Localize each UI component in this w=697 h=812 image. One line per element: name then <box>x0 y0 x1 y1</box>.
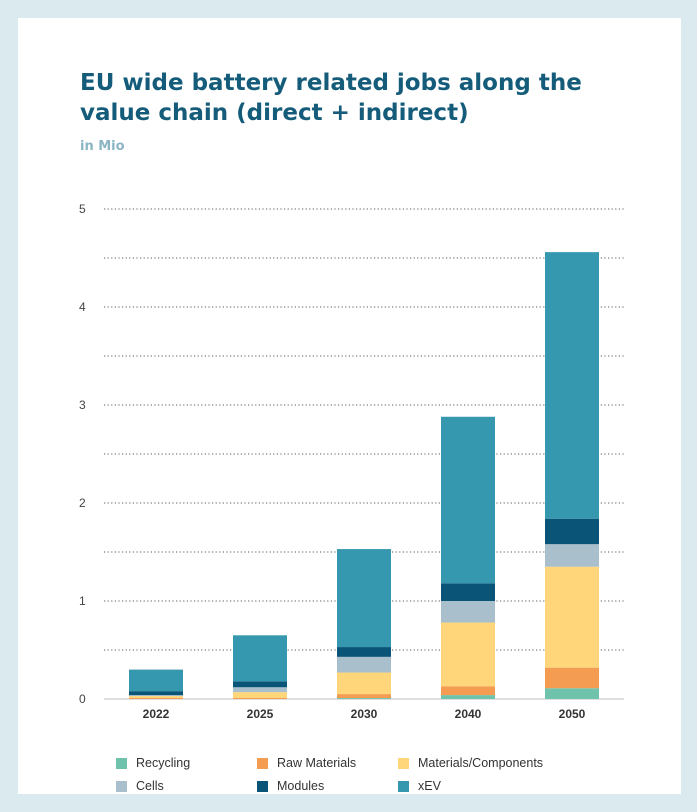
bar-segment-cells <box>441 601 495 623</box>
bar-segment-recycling <box>337 698 391 699</box>
bar-segment-modules <box>129 691 183 696</box>
bar-segment-raw-materials <box>233 698 287 699</box>
bar-segment-materials-components <box>129 696 183 699</box>
legend-swatch <box>116 757 127 769</box>
legend-label: Materials/Components <box>418 756 544 770</box>
legend-label: Modules <box>277 779 325 793</box>
bar-segment-raw-materials <box>337 694 391 699</box>
x-tick-label: 2022 <box>143 707 170 721</box>
legend-item: Modules <box>257 779 324 793</box>
bar-segment-recycling <box>545 688 599 699</box>
y-tick-label: 0 <box>79 692 86 706</box>
y-tick-label: 1 <box>79 594 86 608</box>
bar-segment-modules <box>337 647 391 657</box>
bar-segment-raw-materials <box>545 667 599 689</box>
legend-label: Recycling <box>136 756 191 770</box>
bar-segment-cells <box>233 687 287 693</box>
bar-segment-xev <box>129 669 183 692</box>
chart-card: EU wide battery related jobs along the v… <box>18 18 681 794</box>
legend-label: xEV <box>418 779 441 793</box>
legend-item: Recycling <box>116 756 190 770</box>
bar-segment-modules <box>441 583 495 601</box>
x-tick-label: 2050 <box>559 707 586 721</box>
chart-title: EU wide battery related jobs along the v… <box>80 70 582 126</box>
x-tick-label: 2040 <box>455 707 482 721</box>
y-tick-label: 5 <box>79 202 86 216</box>
bar-segment-xev <box>441 416 495 584</box>
bar-segment-recycling <box>441 695 495 699</box>
y-tick-label: 4 <box>79 300 86 314</box>
chart-legend: Recycling Raw Materials Materials/Componen… <box>116 756 636 796</box>
legend-swatch <box>398 757 409 769</box>
legend-item: Materials/Components <box>398 756 543 770</box>
chart-subtitle: in Mio <box>80 139 125 154</box>
stacked-bar-chart: 0 1 2 3 4 5 2022 2025 2030 2040 2050 <box>79 202 624 721</box>
bar-segment-xev <box>337 549 391 648</box>
bar-segment-materials-components <box>233 692 287 699</box>
legend-item: xEV <box>398 779 441 793</box>
bar-segment-cells <box>545 544 599 567</box>
bar-segment-raw-materials <box>129 698 183 699</box>
y-tick-label: 3 <box>79 398 86 412</box>
bar-segment-modules <box>545 518 599 545</box>
bar-segment-modules <box>233 681 287 688</box>
bar-segment-cells <box>337 656 391 673</box>
bar-segment-materials-components <box>337 672 391 695</box>
bar-segment-xev <box>545 252 599 519</box>
bar-segment-raw-materials <box>441 686 495 696</box>
bar-segment-materials-components <box>545 566 599 668</box>
x-tick-label: 2030 <box>351 707 378 721</box>
legend-item: Raw Materials <box>257 756 356 770</box>
legend-label: Cells <box>136 779 164 793</box>
legend-swatch <box>257 780 268 792</box>
bar-segment-cells <box>129 695 183 697</box>
y-tick-label: 2 <box>79 496 86 510</box>
legend-item: Cells <box>116 779 164 793</box>
bar-segment-materials-components <box>441 622 495 687</box>
legend-swatch <box>398 780 409 792</box>
legend-swatch <box>116 780 127 792</box>
legend-swatch <box>257 757 268 769</box>
x-tick-label: 2025 <box>247 707 274 721</box>
bar-segment-xev <box>233 635 287 682</box>
legend-label: Raw Materials <box>277 756 357 770</box>
